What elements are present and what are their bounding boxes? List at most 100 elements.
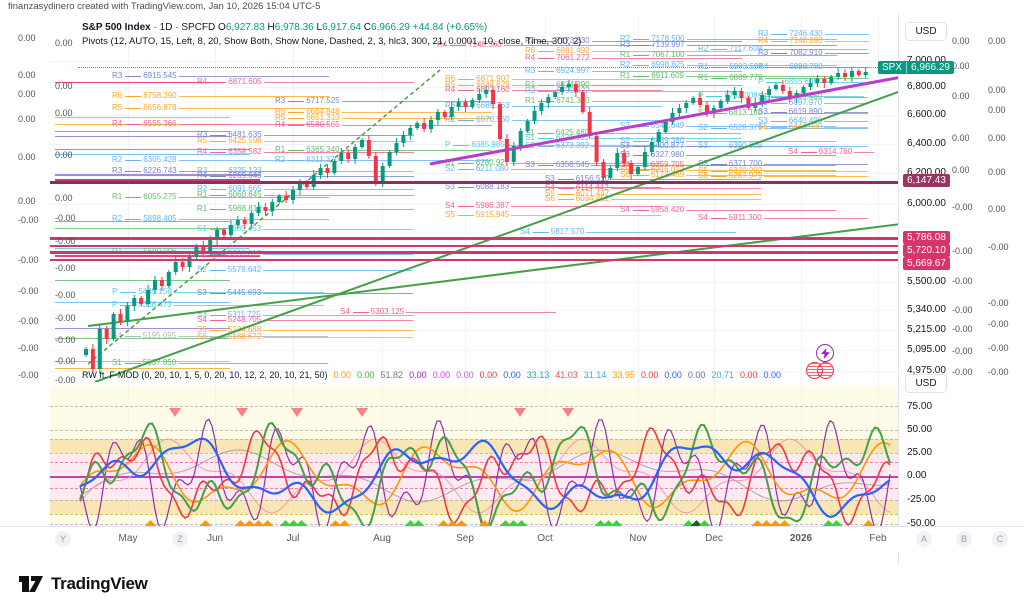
pivot-value: 6651.310: [306, 113, 340, 122]
pivot-line-seg: [457, 205, 474, 207]
pivot-line-seg: [770, 126, 787, 128]
pivot-code: S5: [445, 210, 455, 219]
candle-body: [553, 92, 558, 97]
candle-body: [215, 230, 220, 240]
oscillator-legend[interactable]: RW ft. F-MOD (0, 20, 10, 1, 5, 0, 20, 10…: [82, 370, 787, 380]
margin-price-label: -0.00: [55, 335, 76, 345]
close-value: 6,966.29: [371, 22, 410, 33]
pivot-line-seg: [764, 163, 869, 165]
pivot-line-seg: [766, 81, 783, 83]
pivot-line-seg: [210, 208, 227, 210]
pivot-value: 6114.442: [575, 183, 609, 192]
horizontal-gridline: [50, 87, 898, 88]
pivot-line-seg: [263, 151, 414, 153]
candle-body: [539, 103, 544, 111]
pivot-label: S3 6358.545: [525, 161, 742, 169]
pivot-label: R5 6651.310: [275, 114, 492, 122]
candlestick-canvas[interactable]: [0, 14, 898, 382]
pivot-line-seg: [511, 89, 662, 91]
pivot-line-seg: [125, 123, 142, 125]
pivot-line-seg: [210, 175, 227, 177]
pivot-code: R1: [197, 204, 208, 213]
indicator-currency-button[interactable]: USD: [905, 374, 947, 393]
oscillator-dashed-line: [50, 439, 898, 440]
pivot-value: 6619.890: [788, 107, 823, 116]
main-currency-button[interactable]: USD: [905, 22, 947, 41]
time-axis-button-c[interactable]: C: [992, 531, 1008, 547]
pivot-label: R5 6844.829: [445, 81, 662, 89]
pivot-line-seg: [557, 193, 574, 195]
pivot-label: S4 5986.387: [445, 201, 662, 210]
pivot-value: 6855.606: [784, 77, 818, 86]
pivot-label: R4 7061.272: [525, 54, 742, 62]
pivot-line-seg: [288, 117, 305, 119]
pivot-line-seg: [591, 132, 742, 134]
pivot-value: 5366.473: [138, 300, 172, 309]
pivot-line-seg: [824, 33, 869, 35]
pivot-code: R4: [197, 147, 208, 156]
margin-price-label: -0.00: [55, 213, 76, 223]
pivot-line-seg: [210, 151, 227, 153]
pivot-code: R6: [275, 107, 286, 116]
pivot-line-seg: [537, 145, 554, 147]
vertical-gridline: [714, 16, 715, 538]
margin-price-label: 0.00: [952, 133, 970, 143]
pivot-code: S4: [445, 201, 455, 210]
vertical-gridline: [878, 16, 879, 538]
pivot-code: R4: [758, 36, 769, 45]
oscillator-dashed-line: [50, 430, 898, 431]
time-axis-button-b[interactable]: B: [956, 531, 972, 547]
candle-body: [739, 91, 744, 98]
time-axis-button-a[interactable]: A: [916, 531, 932, 547]
candle-body: [477, 94, 482, 100]
pivot-line-seg: [209, 329, 226, 331]
pivot-code: S4: [197, 315, 207, 324]
pivot-line-seg: [538, 100, 555, 102]
pivot-line-seg: [341, 111, 492, 113]
candle-body: [387, 152, 392, 166]
pivot-line-seg: [764, 112, 869, 114]
key-level-line: [50, 251, 898, 254]
pivot-value: 6400.877: [650, 141, 685, 150]
pivot-line-seg: [458, 84, 475, 86]
price-tag: SPX 6,966.29: [878, 61, 954, 74]
pivot-label: S5 6310.202: [698, 166, 869, 175]
pivot-line-seg: [686, 154, 837, 156]
candle-body: [498, 104, 502, 139]
margin-price-label: -0.00: [18, 215, 39, 225]
time-axis[interactable]: May Jun Jul Aug Sep Oct Nov Dec 2026 Feb Y Z A B C: [0, 526, 1024, 552]
margin-price-label: -0.00: [988, 242, 1009, 252]
time-axis-button-y[interactable]: Y: [55, 531, 71, 547]
margin-price-label: -0.00: [55, 313, 76, 323]
pivot-line-seg: [611, 193, 762, 195]
horizontal-gridline: [50, 144, 898, 145]
pivot-code: R2: [698, 44, 709, 53]
pivot-value: 5303.125: [370, 307, 405, 316]
pivot-level-line: [55, 255, 260, 257]
candle-body: [373, 156, 378, 182]
pivot-line-seg: [633, 75, 650, 77]
candle-body: [732, 91, 737, 95]
chart-area[interactable]: R3 6915.545 R6 6758.390 R5 6656.878 R4 6555.366…: [0, 14, 1024, 565]
oscillator-line: [79, 437, 891, 519]
pivot-line-seg: [632, 169, 649, 171]
pivot-code: S3: [758, 116, 768, 125]
price-axis-panel[interactable]: USD USD 7,000.00 6,800.00 6,600.00 6,400.00…: [898, 14, 1024, 565]
pivots-indicator-legend[interactable]: Pivots (12, AUTO, 15, Left, 8, 20, Show …: [82, 36, 582, 47]
pivot-value: 7139.997: [651, 40, 685, 49]
tradingview-logo[interactable]: TradingView: [18, 573, 148, 595]
main-series-legend[interactable]: S&P 500 Index · 1D · SPCFD O6,927.83 H6,…: [82, 22, 487, 33]
pivot-line-seg: [764, 48, 869, 50]
pivot-value: 5968.812: [228, 204, 262, 213]
pivot-line-seg: [511, 214, 662, 216]
indicator-axis-tick: -50.00: [907, 518, 936, 529]
time-axis-month-label: Nov: [629, 533, 647, 544]
time-axis-button-z[interactable]: Z: [172, 531, 188, 547]
pivot-value: 6664.848: [306, 107, 340, 116]
oscillator-band: [50, 500, 898, 514]
pivot-line-seg: [557, 198, 574, 200]
pivot-line-seg: [824, 96, 869, 98]
pivot-line-seg: [686, 174, 837, 176]
pivot-value: 6310.202: [728, 166, 763, 175]
candle-body: [146, 290, 151, 304]
